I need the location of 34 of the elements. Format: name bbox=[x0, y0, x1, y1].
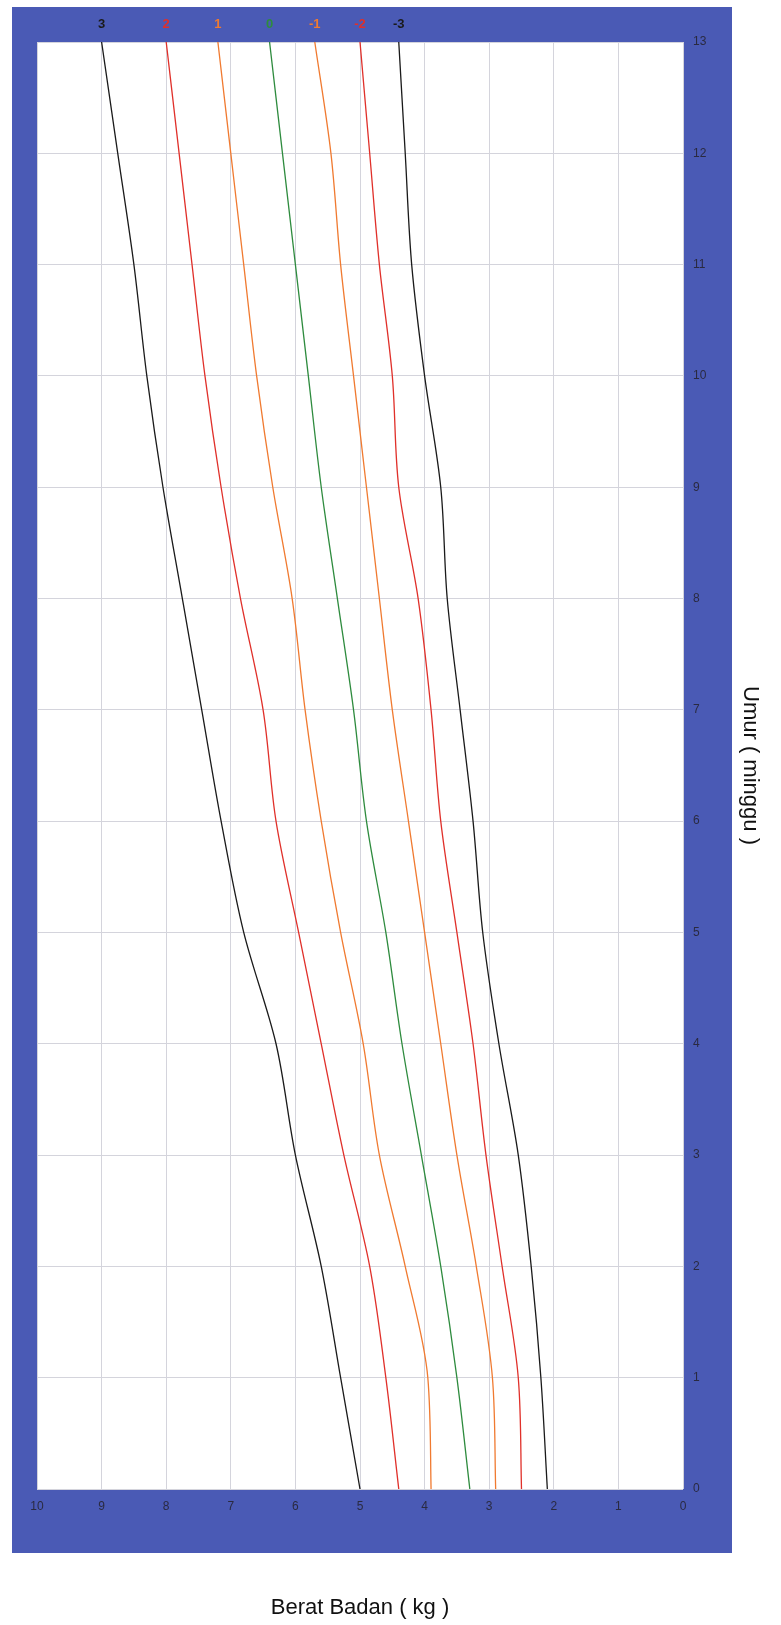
x-tick-label: 4 bbox=[421, 1498, 429, 1513]
series-label: 2 bbox=[162, 15, 170, 31]
y-tick-label: 10 bbox=[693, 368, 707, 383]
series-label: -3 bbox=[392, 15, 405, 31]
x-tick-label: 1 bbox=[615, 1498, 623, 1513]
x-axis-title: Berat Badan ( kg ) bbox=[270, 1593, 450, 1619]
x-tick-label: 7 bbox=[227, 1498, 235, 1513]
y-tick-label: 0 bbox=[693, 1481, 700, 1496]
y-tick-label: 6 bbox=[693, 813, 700, 828]
x-tick-label: 6 bbox=[292, 1498, 300, 1513]
x-tick-label: 0 bbox=[679, 1498, 687, 1513]
x-tick-label: 3 bbox=[485, 1498, 493, 1513]
x-tick-label: 5 bbox=[356, 1498, 364, 1513]
y-tick-label: 9 bbox=[693, 479, 700, 494]
y-axis-title: Umur ( minggu ) bbox=[738, 686, 764, 845]
x-tick-label: 2 bbox=[550, 1498, 558, 1513]
y-tick-label: 3 bbox=[693, 1147, 700, 1162]
y-tick-label: 4 bbox=[693, 1036, 700, 1051]
series-label: 0 bbox=[265, 15, 274, 31]
series-label: -1 bbox=[309, 15, 321, 31]
series-label: 1 bbox=[214, 15, 222, 31]
x-tick-label: 9 bbox=[98, 1498, 106, 1513]
y-tick-label: 11 bbox=[693, 256, 706, 271]
y-tick-label: 13 bbox=[693, 34, 707, 49]
y-tick-label: 7 bbox=[693, 702, 700, 717]
x-tick-label: 10 bbox=[30, 1498, 44, 1513]
y-tick-label: 2 bbox=[693, 1258, 700, 1273]
y-tick-label: 12 bbox=[693, 145, 707, 160]
series-label: 3 bbox=[97, 15, 106, 31]
series-label: -2 bbox=[354, 15, 366, 31]
y-tick-label: 5 bbox=[693, 924, 700, 939]
x-tick-label: 8 bbox=[162, 1498, 170, 1513]
y-tick-label: 8 bbox=[693, 590, 700, 605]
y-tick-label: 1 bbox=[693, 1370, 700, 1384]
